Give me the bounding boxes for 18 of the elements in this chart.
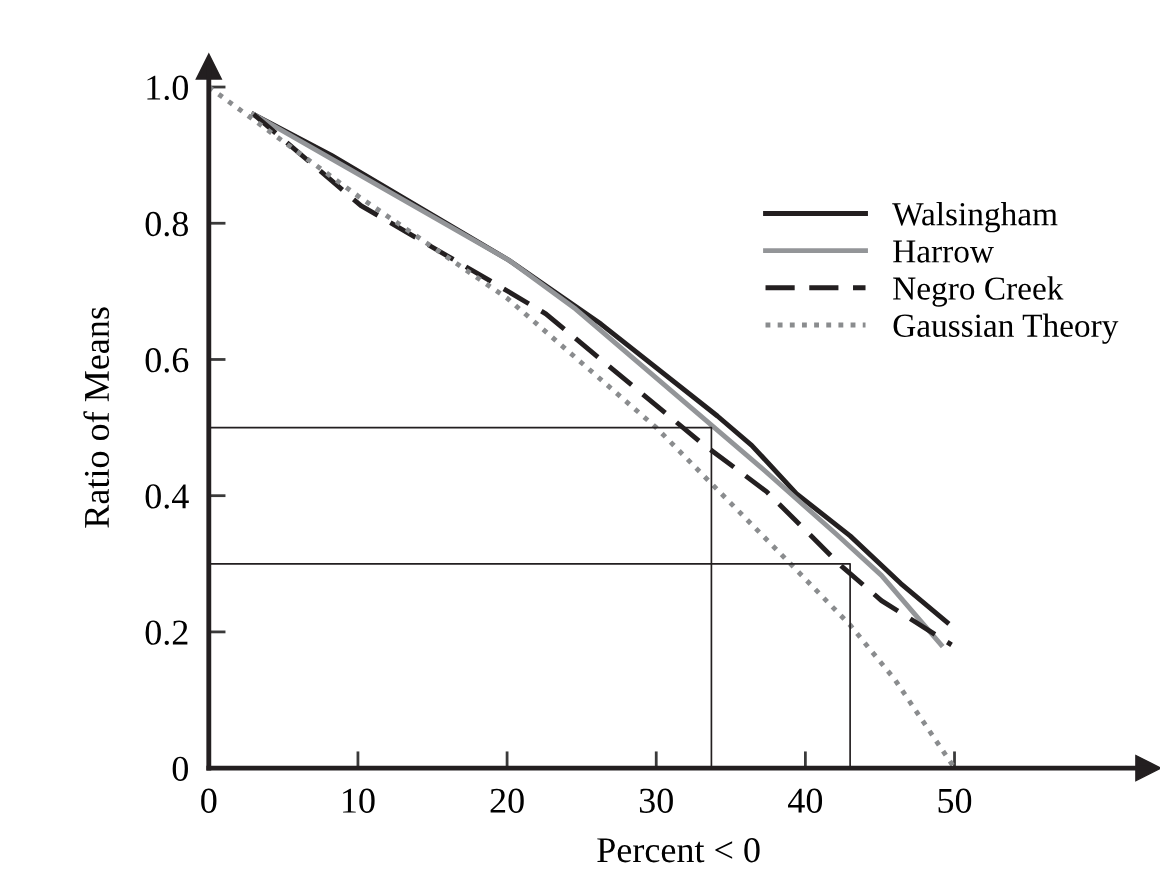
x-tick-label: 50 bbox=[938, 788, 972, 813]
legend-label: Gaussian Theory bbox=[893, 313, 1119, 344]
y-tick-label: 0.6 bbox=[145, 347, 189, 373]
legend-label: Harrow bbox=[893, 240, 994, 263]
x-tick-label: 20 bbox=[490, 788, 524, 813]
x-tick-label: 30 bbox=[639, 788, 673, 813]
legend-label: Walsingham bbox=[892, 202, 1058, 233]
y-tick-label: 0.8 bbox=[145, 211, 188, 237]
x-tick-label: 0 bbox=[201, 788, 217, 813]
legend-label: Negro Creek bbox=[893, 276, 1064, 307]
y-axis-title: Ratio of Means bbox=[83, 307, 110, 528]
x-axis-title: Percent < 0 bbox=[597, 838, 760, 863]
y-tick-label: 0.4 bbox=[145, 484, 189, 509]
y-tick-label: 0.2 bbox=[145, 620, 188, 645]
x-tick-label: 10 bbox=[343, 788, 375, 813]
y-tick-label: 0 bbox=[172, 756, 188, 781]
x-tick-label: 40 bbox=[788, 788, 823, 813]
y-tick-label: 1.0 bbox=[147, 75, 188, 101]
